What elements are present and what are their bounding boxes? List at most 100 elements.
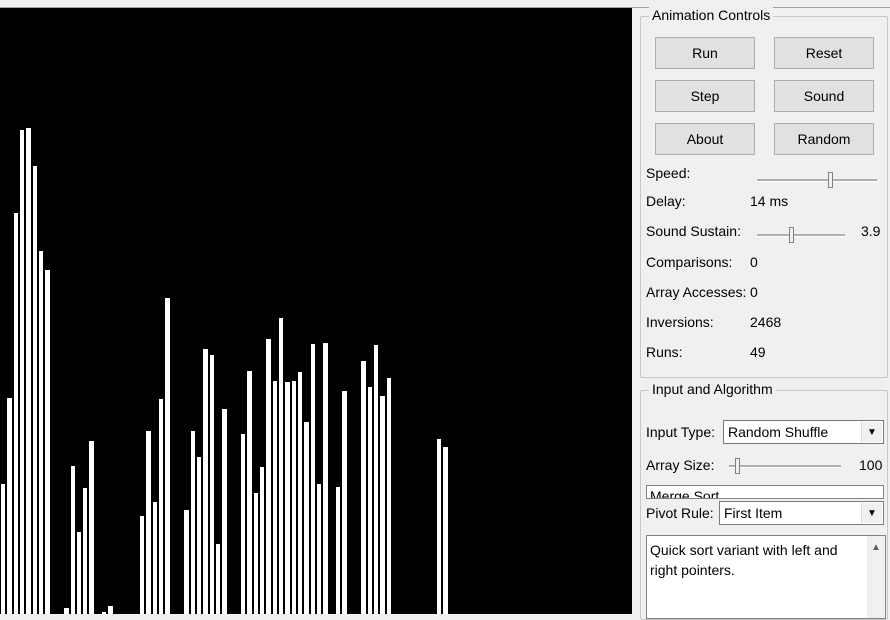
array-bar: [291, 381, 297, 614]
array-bar: [386, 378, 391, 614]
array-bar: [380, 396, 385, 614]
array-bar: [7, 398, 12, 614]
array-bar: [443, 447, 448, 614]
array-bar: [342, 391, 347, 614]
array-bar: [152, 502, 157, 614]
algorithm-description-text: Quick sort variant with left and right p…: [650, 542, 838, 578]
sound-sustain-slider[interactable]: [757, 226, 845, 246]
input-algorithm-title: Input and Algorithm: [649, 381, 776, 397]
runs-value: 49: [750, 344, 766, 360]
array-bar: [64, 608, 69, 614]
array-bar: [184, 510, 189, 614]
array-bar: [76, 532, 82, 614]
pivot-rule-label: Pivot Rule:: [646, 505, 714, 521]
delay-value: 14 ms: [750, 193, 789, 209]
inversions-value: 2468: [750, 314, 782, 330]
array-bar: [165, 298, 170, 614]
array-bar: [159, 399, 164, 614]
sound-button[interactable]: Sound: [774, 80, 874, 112]
chevron-down-icon[interactable]: ▼: [861, 503, 882, 523]
array-bar: [140, 516, 145, 614]
algorithm-list[interactable]: Merge Sort: [646, 485, 884, 499]
random-button[interactable]: Random: [774, 123, 874, 155]
array-bar: [373, 345, 379, 614]
pivot-rule-value: First Item: [724, 505, 783, 521]
animation-controls-group: Animation Controls Run Reset Step Sound …: [640, 7, 888, 378]
speed-slider-track: [757, 179, 877, 182]
array-bar: [247, 371, 252, 614]
input-type-value: Random Shuffle: [728, 424, 829, 440]
sound-sustain-label: Sound Sustain:: [646, 223, 741, 239]
array-bar: [89, 441, 94, 614]
array-bar: [317, 484, 322, 614]
array-bar: [241, 434, 246, 614]
array-bar: [310, 344, 315, 614]
array-bar: [26, 128, 31, 614]
array-bar: [215, 544, 221, 614]
array-bar: [279, 318, 284, 614]
array-size-slider-thumb[interactable]: [735, 458, 740, 474]
input-type-label: Input Type:: [646, 424, 716, 440]
array-bar: [1, 484, 6, 614]
array-bar: [260, 467, 265, 614]
about-button[interactable]: About: [655, 123, 755, 155]
description-scrollbar[interactable]: ▲: [867, 536, 885, 618]
array-bar: [437, 439, 442, 614]
sound-sustain-slider-thumb[interactable]: [789, 227, 794, 243]
array-bar: [32, 166, 37, 614]
algorithm-list-item[interactable]: Merge Sort: [650, 488, 720, 499]
pivot-rule-select[interactable]: First Item ▼: [719, 501, 884, 525]
array-bar: [285, 382, 290, 614]
step-button[interactable]: Step: [655, 80, 755, 112]
sound-sustain-slider-track: [757, 234, 845, 237]
comparisons-value: 0: [750, 254, 758, 270]
chevron-down-icon[interactable]: ▼: [861, 422, 882, 442]
input-algorithm-group: Input and Algorithm Input Type: Random S…: [640, 381, 888, 620]
array-size-slider-track: [729, 465, 841, 468]
array-bar: [83, 488, 88, 614]
array-bar: [361, 361, 366, 614]
array-bar: [13, 213, 18, 614]
speed-slider-thumb[interactable]: [828, 172, 833, 188]
comparisons-label: Comparisons:: [646, 254, 733, 270]
scroll-up-icon[interactable]: ▲: [871, 542, 881, 553]
delay-label: Delay:: [646, 193, 686, 209]
sound-sustain-value: 3.9: [861, 223, 881, 239]
array-bar: [298, 372, 303, 614]
array-bar: [190, 431, 195, 614]
sort-visualization: [0, 8, 632, 614]
run-button[interactable]: Run: [655, 37, 755, 69]
speed-slider[interactable]: [757, 171, 877, 191]
array-bar: [266, 339, 271, 614]
array-size-slider[interactable]: [729, 457, 841, 477]
array-bar: [367, 387, 372, 614]
runs-label: Runs:: [646, 344, 683, 360]
reset-button[interactable]: Reset: [774, 37, 874, 69]
array-accesses-value: 0: [750, 284, 758, 300]
array-bar: [196, 457, 202, 614]
algorithm-description[interactable]: Quick sort variant with left and right p…: [646, 535, 886, 619]
speed-label: Speed:: [646, 165, 691, 181]
array-bar: [253, 493, 259, 614]
animation-controls-title: Animation Controls: [649, 7, 774, 23]
array-bar: [70, 466, 75, 614]
array-bar: [108, 606, 113, 614]
window-top-edge: [0, 0, 890, 8]
inversions-label: Inversions:: [646, 314, 714, 330]
array-bar: [304, 422, 309, 614]
array-bar: [335, 487, 341, 614]
array-size-value: 100: [859, 457, 883, 473]
array-bar: [323, 343, 328, 614]
array-bar: [222, 409, 227, 614]
input-type-select[interactable]: Random Shuffle ▼: [723, 420, 884, 444]
array-bar: [19, 130, 25, 614]
array-bar: [203, 349, 208, 614]
array-bar: [38, 251, 44, 614]
array-bar: [272, 381, 278, 614]
array-accesses-label: Array Accesses:: [646, 284, 747, 300]
array-size-label: Array Size:: [646, 457, 715, 473]
array-bar: [209, 355, 214, 614]
array-bar: [102, 612, 107, 614]
array-bar: [45, 270, 50, 614]
side-panel: Animation Controls Run Reset Step Sound …: [632, 7, 890, 620]
